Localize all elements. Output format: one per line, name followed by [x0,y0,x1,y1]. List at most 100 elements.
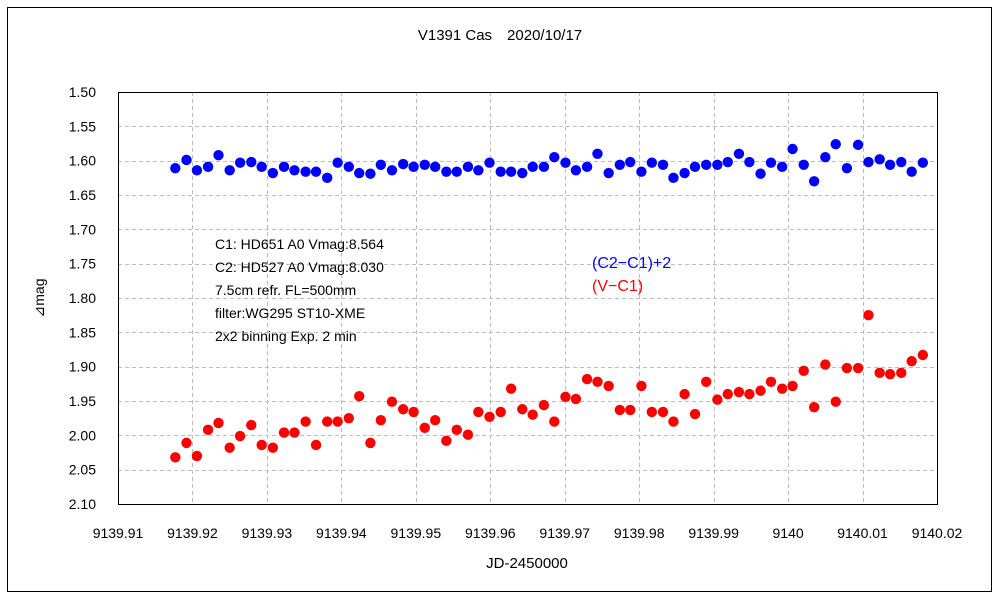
data-point [744,388,755,400]
data-point [689,408,701,420]
data-point [689,161,701,173]
data-point [614,159,626,170]
data-point [191,450,203,462]
data-point [310,439,322,451]
data-point [668,416,679,427]
data-point [874,367,885,379]
y-tick-label: 1.85 [69,324,96,340]
annotation-telescope: 7.5cm refr. FL=500mm [215,282,356,298]
data-point [549,152,560,163]
data-point [256,439,267,451]
plot-area-border [118,92,938,505]
data-point [549,416,560,427]
data-point [278,427,290,438]
data-point [755,168,766,179]
data-point [570,393,582,405]
data-point [798,159,809,170]
data-point [484,157,495,168]
data-point [429,415,441,426]
series-v-c1 [170,309,929,463]
data-point [300,416,311,427]
data-point [300,166,311,177]
data-point [700,376,712,387]
data-point [397,158,409,170]
chart-title: V1391 Cas 2020/10/17 [418,27,582,44]
data-point [808,176,820,187]
data-point [722,156,733,168]
data-point [917,349,929,361]
data-point [581,373,593,385]
data-point [462,161,474,173]
data-point [538,399,550,411]
x-tick-label: 9139.94 [316,525,367,541]
data-point [744,156,755,168]
series-c2-c1 [170,138,929,187]
data-point [170,163,181,174]
data-point [646,157,658,168]
data-point [354,390,365,402]
x-tick-label: 9139.98 [614,525,665,541]
data-point [322,172,333,184]
x-tick-label: 9139.96 [465,525,516,541]
data-point [668,172,679,184]
data-point [191,165,203,176]
data-point [429,161,441,173]
data-point [798,365,809,376]
data-point [657,159,669,170]
y-tick-label: 1.75 [69,256,96,272]
data-point [712,394,723,405]
data-point [636,166,647,177]
data-point [863,156,874,168]
x-tick-label: 9139.97 [539,525,590,541]
data-point [375,415,387,426]
data-point [419,422,430,433]
chart-frame [7,7,992,592]
data-point [679,388,690,400]
data-point [765,157,777,168]
data-point [755,385,766,396]
data-point [636,380,647,392]
data-point [712,159,723,170]
data-point [787,380,798,392]
data-point [408,406,419,418]
data-point [246,156,257,168]
data-point [495,406,506,418]
data-point [365,437,376,449]
data-point [625,156,636,168]
data-point [722,388,733,400]
data-point [419,159,430,170]
y-axis-label: ⊿mag [31,279,47,318]
data-point [906,355,917,367]
data-point [765,376,777,387]
data-point [375,159,387,170]
y-axis-ticks: 1.50 1.55 1.60 1.65 1.70 1.75 1.80 1.85 1.90 1.95… [69,84,96,512]
data-point [560,391,571,403]
data-point [246,419,257,431]
data-point [917,157,929,168]
data-point [820,359,831,370]
data-point [213,417,224,429]
legend-c2-c1: (C2−C1)+2 [592,255,671,272]
annotation-block: C1: HD651 A0 Vmag:8.564 C2: HD527 A0 Vma… [215,236,384,344]
y-tick-label: 2.00 [69,427,96,443]
x-tick-label: 9139.99 [688,525,739,541]
data-point [495,166,506,177]
data-point [776,383,788,394]
data-points [170,138,929,463]
data-point [679,167,690,179]
x-tick-label: 9140.01 [837,525,888,541]
data-point [657,406,669,418]
data-point [397,404,409,415]
data-point [603,380,614,392]
legend-v-c1: (V−C1) [592,278,643,295]
data-point [517,404,528,415]
data-point [441,435,452,447]
data-point [343,412,355,424]
data-point [310,166,322,177]
data-point [289,427,300,438]
data-point [505,383,517,394]
data-point [538,161,550,173]
x-tick-label: 9139.95 [391,525,442,541]
y-tick-label: 1.65 [69,187,96,203]
